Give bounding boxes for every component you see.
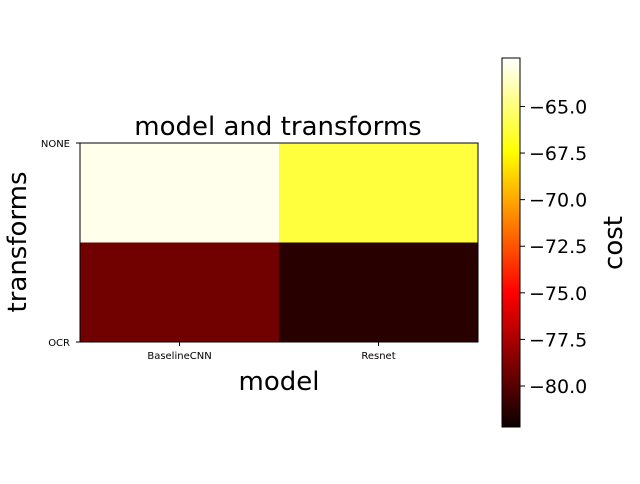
heatmap-cells [80,143,479,343]
colorbar-ticks: −65.0 −67.5 −70.0 −72.5 −75.0 −77.5 −80.0 [520,96,587,398]
colorbar-tick-label: −67.5 [529,143,587,165]
y-axis: NONE OCR transforms [3,139,80,349]
colorbar-tick-label: −75.0 [529,283,587,305]
heatmap-cell [279,242,479,343]
x-axis-label: model [239,367,320,397]
x-tick-label: Resnet [361,351,395,362]
colorbar-gradient [501,57,521,428]
y-axis-label: transforms [3,171,33,312]
heatmap-cell [80,242,280,343]
heatmap-cell [279,143,479,243]
y-tick-label: OCR [48,338,70,349]
colorbar-tick-label: −70.0 [529,190,587,212]
colorbar-tick-label: −65.0 [529,96,587,118]
chart-title: model and transforms [134,112,421,142]
colorbar-tick-label: −72.5 [529,236,587,258]
y-tick-label: NONE [41,139,70,150]
colorbar-label: cost [599,216,629,270]
colorbar-tick-label: −80.0 [529,376,587,398]
x-tick-label: BaselineCNN [147,351,211,362]
plot-frame [79,142,479,343]
colorbar-tick-label: −77.5 [529,329,587,351]
x-axis: BaselineCNN Resnet model [147,342,396,397]
colorbar: −65.0 −67.5 −70.0 −72.5 −75.0 −77.5 −80.0 cost [501,57,629,428]
heatmap-cell [80,143,280,243]
